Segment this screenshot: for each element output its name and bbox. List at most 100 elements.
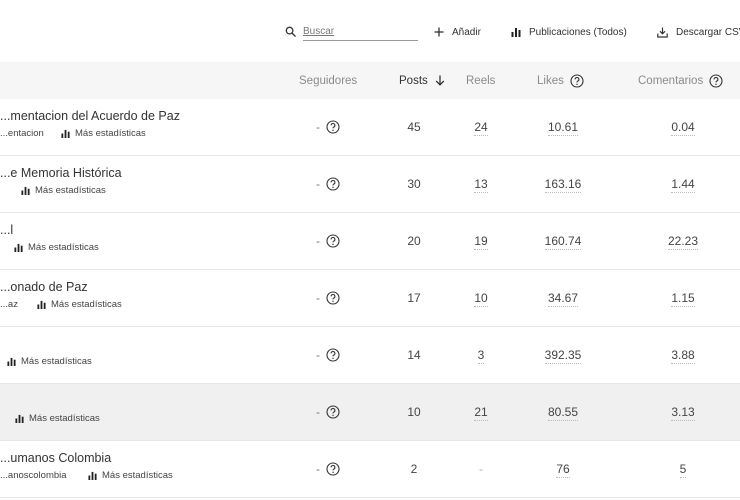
likes-cell: 80.55 bbox=[533, 405, 593, 421]
table-row: ...l Más estadísticas - 20 19 160.74 22.… bbox=[0, 213, 740, 270]
reels-cell: 21 bbox=[466, 405, 496, 421]
help-circle-icon[interactable] bbox=[326, 234, 340, 248]
more-stats-label: Más estadísticas bbox=[21, 356, 92, 367]
reels-value: 10 bbox=[474, 291, 488, 307]
likes-cell: 34.67 bbox=[533, 291, 593, 307]
table-body: ...mentacion del Acuerdo de Paz ...entac… bbox=[0, 99, 740, 498]
posts-cell: 14 bbox=[407, 348, 421, 362]
followers-value: - bbox=[316, 120, 320, 134]
more-stats-link[interactable]: Más estadísticas bbox=[21, 185, 106, 196]
column-header-followers[interactable]: Seguidores bbox=[299, 62, 357, 99]
column-header-posts[interactable]: Posts bbox=[399, 62, 445, 99]
download-csv-button[interactable]: Descargar CSV bbox=[657, 24, 740, 40]
likes-value: 392.35 bbox=[544, 348, 582, 364]
comments-value: 3.13 bbox=[671, 405, 695, 421]
table-row: ...mentacion del Acuerdo de Paz ...entac… bbox=[0, 99, 740, 156]
publications-filter-button[interactable]: Publicaciones (Todos) bbox=[511, 24, 627, 40]
account-handle[interactable]: ...anoscolombia bbox=[0, 470, 67, 481]
account-handle[interactable]: ...az bbox=[0, 299, 18, 310]
help-circle-icon[interactable] bbox=[326, 120, 340, 134]
add-button-label: Añadir bbox=[452, 26, 481, 38]
followers-cell: - bbox=[316, 405, 340, 419]
reels-value: 19 bbox=[474, 234, 488, 250]
comments-value: 3.88 bbox=[671, 348, 695, 364]
reels-value: 24 bbox=[474, 120, 488, 136]
account-name[interactable]: ...onado de Paz bbox=[0, 280, 88, 294]
reels-cell: 10 bbox=[466, 291, 496, 307]
comments-value: 5 bbox=[679, 462, 687, 478]
search-input[interactable] bbox=[303, 23, 418, 41]
reels-value: 3 bbox=[477, 348, 485, 364]
account-name[interactable]: ...umanos Colombia bbox=[0, 451, 112, 465]
comments-cell: 0.04 bbox=[653, 120, 713, 136]
more-stats-link[interactable]: Más estadísticas bbox=[15, 413, 100, 424]
help-circle-icon[interactable] bbox=[326, 462, 340, 476]
account-name[interactable]: ...mentacion del Acuerdo de Paz bbox=[0, 109, 180, 123]
table-row: ...e Memoria Histórica Más estadísticas … bbox=[0, 156, 740, 213]
more-stats-link[interactable]: Más estadísticas bbox=[61, 128, 146, 139]
posts-cell: 2 bbox=[410, 462, 418, 476]
likes-cell: 160.74 bbox=[533, 234, 593, 250]
comments-value: 22.23 bbox=[667, 234, 699, 250]
likes-value: 34.67 bbox=[547, 291, 579, 307]
add-button[interactable]: Añadir bbox=[434, 24, 481, 40]
reels-cell: - bbox=[479, 462, 483, 476]
toolbar: Añadir Publicaciones (Todos) Descargar C… bbox=[0, 0, 740, 62]
comments-value: 1.44 bbox=[671, 177, 695, 193]
likes-cell: 76 bbox=[533, 462, 593, 478]
help-circle-icon[interactable] bbox=[326, 177, 340, 191]
table-row: Más estadísticas - 10 21 80.55 3.13 bbox=[0, 384, 740, 441]
bar-chart-icon bbox=[21, 186, 30, 195]
followers-cell: - bbox=[316, 462, 340, 476]
posts-cell: 45 bbox=[407, 120, 421, 134]
column-header-followers-label: Seguidores bbox=[299, 74, 358, 87]
more-stats-label: Más estadísticas bbox=[75, 128, 146, 139]
likes-cell: 10.61 bbox=[533, 120, 593, 136]
column-header-comments[interactable]: Comentarios bbox=[638, 62, 723, 99]
likes-value: 80.55 bbox=[547, 405, 579, 421]
column-header-likes[interactable]: Likes bbox=[537, 62, 584, 99]
more-stats-label: Más estadísticas bbox=[51, 299, 122, 310]
account-handle[interactable]: ...entacion bbox=[0, 128, 44, 139]
bar-chart-icon bbox=[61, 129, 70, 138]
search-box bbox=[285, 23, 418, 41]
followers-value: - bbox=[316, 405, 320, 419]
download-icon bbox=[657, 27, 668, 38]
reels-cell: 19 bbox=[466, 234, 496, 250]
column-header-reels-label: Reels bbox=[466, 74, 496, 87]
more-stats-link[interactable]: Más estadísticas bbox=[14, 242, 99, 253]
more-stats-label: Más estadísticas bbox=[35, 185, 106, 196]
likes-cell: 163.16 bbox=[533, 177, 593, 193]
bar-chart-icon bbox=[511, 28, 521, 37]
comments-cell: 1.15 bbox=[653, 291, 713, 307]
followers-cell: - bbox=[316, 120, 340, 134]
table-row: Más estadísticas - 14 3 392.35 3.88 bbox=[0, 327, 740, 384]
account-name[interactable]: ...l bbox=[0, 223, 14, 237]
comments-cell: 5 bbox=[653, 462, 713, 478]
more-stats-label: Más estadísticas bbox=[28, 242, 99, 253]
more-stats-link[interactable]: Más estadísticas bbox=[37, 299, 122, 310]
followers-value: - bbox=[316, 177, 320, 191]
help-circle-icon[interactable] bbox=[326, 291, 340, 305]
more-stats-link[interactable]: Más estadísticas bbox=[88, 470, 173, 481]
followers-cell: - bbox=[316, 348, 340, 362]
reels-cell: 13 bbox=[466, 177, 496, 193]
more-stats-link[interactable]: Más estadísticas bbox=[7, 356, 92, 367]
help-circle-icon[interactable] bbox=[709, 73, 723, 88]
help-circle-icon[interactable] bbox=[570, 73, 584, 88]
reels-value: 13 bbox=[474, 177, 488, 193]
comments-value: 0.04 bbox=[671, 120, 695, 136]
posts-cell: 17 bbox=[407, 291, 421, 305]
comments-cell: 3.13 bbox=[653, 405, 713, 421]
bar-chart-icon bbox=[15, 414, 24, 423]
column-header-reels[interactable]: Reels bbox=[466, 62, 495, 99]
likes-value: 160.74 bbox=[544, 234, 582, 250]
followers-cell: - bbox=[316, 291, 340, 305]
help-circle-icon[interactable] bbox=[326, 405, 340, 419]
account-name[interactable]: ...e Memoria Histórica bbox=[0, 166, 122, 180]
table-header: Seguidores Posts Reels Likes Comentarios bbox=[0, 62, 740, 99]
table-row: ...onado de Paz ...az Más estadísticas -… bbox=[0, 270, 740, 327]
reels-cell: 24 bbox=[466, 120, 496, 136]
comments-cell: 22.23 bbox=[653, 234, 713, 250]
help-circle-icon[interactable] bbox=[326, 348, 340, 362]
